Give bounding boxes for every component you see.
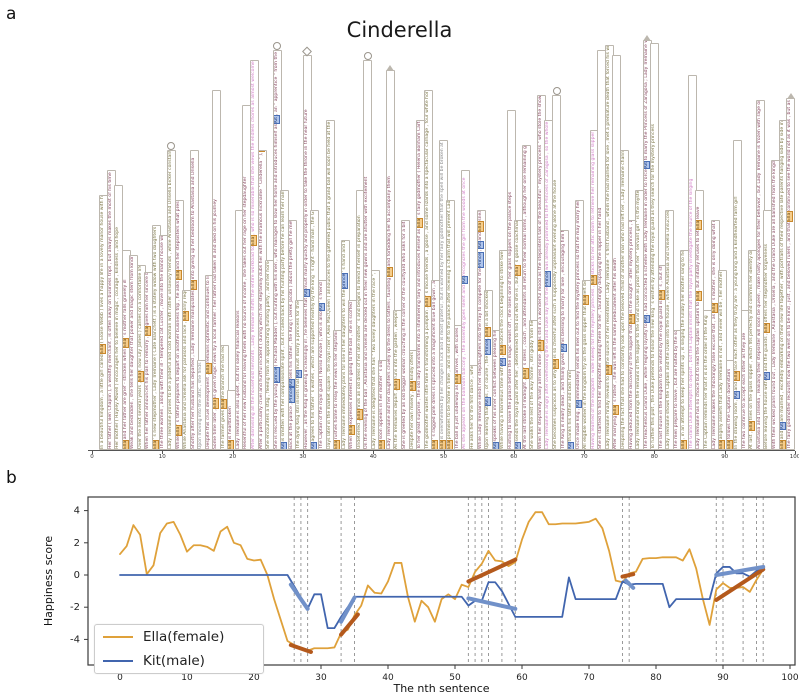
x-tick-label: 30: [315, 673, 327, 683]
sentence-flag: On the evening of the ball , Anastasia a…: [363, 52, 373, 450]
panel-a-tick-label: 40: [369, 454, 377, 460]
kit-line-swatch: [103, 660, 133, 662]
chart-legend: Ella(female) Kit(male): [94, 624, 264, 674]
flag-arrow-pin: [643, 35, 652, 41]
ella-line-swatch: [103, 636, 133, 638]
x-tick-label: 40: [382, 673, 394, 683]
sentence-flag: The fairy godmother recounts how the two…: [786, 93, 796, 450]
sentence-flag: As she appears on the ballroom balcony ,…: [461, 170, 471, 450]
panel-a-tick: [302, 451, 304, 454]
series-line-ella: [119, 511, 765, 652]
trend-segment-ella: [466, 557, 518, 584]
y-tick-label: 2: [74, 538, 80, 549]
x-tick-label: 100: [781, 673, 798, 683]
y-tick-label: 4: [74, 506, 80, 517]
flag-circle-pin: [363, 52, 372, 60]
panel-a-tick: [654, 451, 656, 454]
flag-circle-pin: [167, 142, 176, 150]
legend-label-kit: Kit(male): [143, 653, 205, 669]
panel-a-tick-label: 90: [721, 454, 729, 460]
sentence-flag: Some time later , Ella is given tragic n…: [212, 90, 222, 450]
panel-b-label: b: [6, 468, 17, 488]
plot-border: [87, 496, 796, 666]
panel-a-tick: [724, 451, 726, 454]
x-tick-label: 80: [650, 673, 662, 683]
legend-item-ella: Ella(female): [95, 625, 263, 649]
sentence-flag: She is greeted by an old beggar woman cr…: [401, 220, 410, 450]
x-tick-label: 50: [449, 673, 461, 683]
legend-label-ella: Ella(female): [143, 629, 225, 645]
trend-segment-ella: [288, 643, 313, 654]
x-tick-label: 0: [117, 673, 123, 683]
panel-a-tick: [795, 451, 796, 454]
panel-a-tick-label: 20: [229, 454, 237, 460]
panel-a-x-axis: [88, 450, 795, 451]
panel-a-story-annotations: In a beautiful kingdom , a little girl c…: [88, 35, 799, 460]
flag-circle-pin: [552, 87, 561, 95]
panel-a-tick-label: 100: [789, 454, 799, 460]
panel-a-tick: [373, 451, 375, 454]
panel-a-tick-label: 60: [510, 454, 518, 460]
trend-segment-ella: [620, 572, 636, 579]
sentence-flag: Days later in the market square , the ro…: [325, 120, 335, 450]
panel-a-tick: [162, 451, 164, 454]
trend-segment-kit: [288, 582, 310, 611]
panel-a-tick-label: 50: [440, 454, 447, 460]
legend-item-kit: Kit(male): [95, 649, 263, 673]
sentence-flag: In the drawing room , Kit and Ella face …: [733, 140, 743, 450]
flag-arrow-pin: [786, 93, 795, 99]
x-axis-label: The nth sentence: [392, 682, 489, 695]
flag-arrow-pin: [386, 65, 395, 71]
x-tick-label: 60: [516, 673, 528, 683]
trend-segment-kit: [623, 578, 636, 590]
panel-a-tick: [232, 451, 234, 454]
sentence-flag: The King is nearly dead , and finally gi…: [559, 230, 569, 450]
trend-segment-kit: [339, 595, 357, 624]
y-tick-label: -4: [70, 634, 80, 645]
panel-a-tick: [443, 451, 445, 454]
panel-a-tick: [513, 451, 515, 454]
sentence-flag: The godmother wastes little time in tran…: [423, 90, 433, 450]
trend-segment-ella: [339, 612, 360, 637]
panel-a-tick-label: 80: [650, 454, 658, 460]
figure-title: Cinderella: [346, 18, 453, 42]
series-line-kit: [119, 566, 765, 630]
trend-segment-kit: [714, 564, 766, 577]
x-tick-label: 10: [181, 673, 193, 683]
y-tick-label: -2: [70, 602, 80, 613]
sentence-flag: To further this plot , the Duke pretends…: [650, 43, 660, 450]
panel-a-tick-label: 10: [158, 454, 166, 460]
sentence-flag: At the last stroke of midnight , Ella ' …: [521, 145, 531, 450]
sentence-flag: Shortly after her husband has departed ,…: [189, 150, 199, 450]
flag-circle-pin: [273, 42, 282, 50]
x-tick-label: 70: [583, 673, 595, 683]
panel-a-tick-label: 70: [580, 454, 588, 460]
panel-a-tick: [584, 451, 586, 454]
trend-segment-kit: [466, 596, 518, 611]
trend-segment-ella: [714, 567, 766, 602]
y-tick-label: 0: [74, 570, 80, 581]
panel-a-label: a: [6, 4, 17, 24]
sentence-flag: Lady Tremaine and her daughters cruelly …: [385, 65, 395, 450]
panel-a-tick: [92, 451, 93, 454]
x-tick-label: 90: [717, 673, 729, 683]
panel-a-tick-label: 0: [90, 454, 94, 460]
x-tick-label: 20: [248, 673, 260, 683]
y-axis-label: Happiness score: [42, 536, 55, 627]
panel-a-tick-label: 30: [299, 454, 307, 460]
